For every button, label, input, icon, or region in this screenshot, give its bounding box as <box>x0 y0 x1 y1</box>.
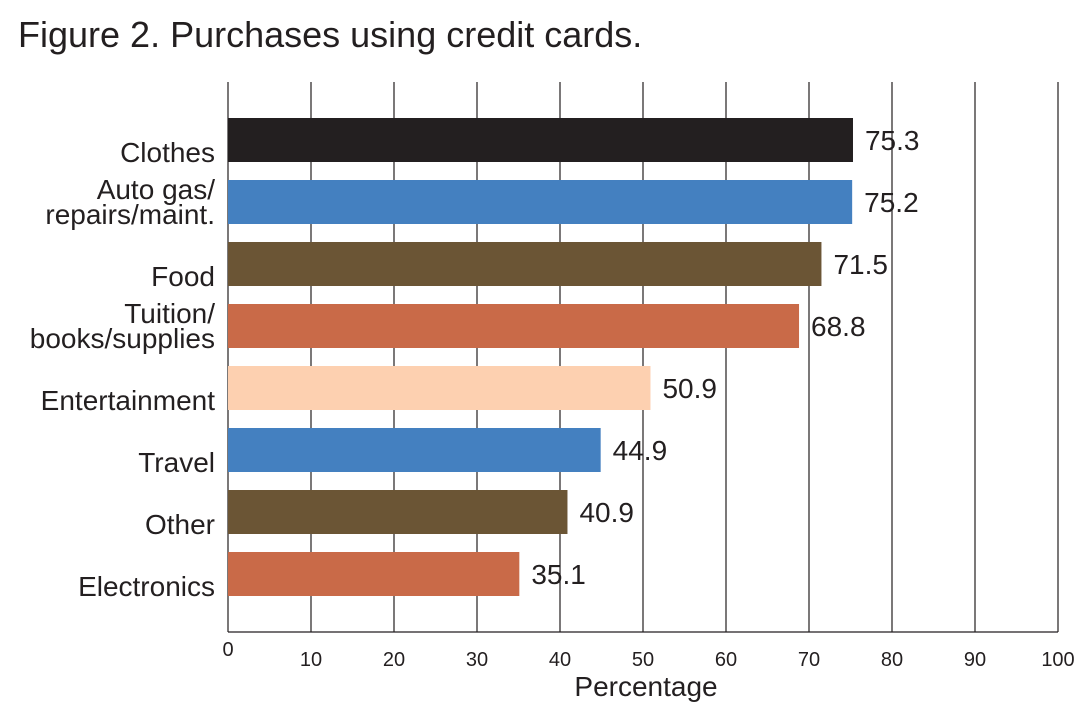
x-axis-label: Percentage <box>574 671 717 702</box>
x-tick-label: 30 <box>466 649 488 671</box>
category-label: Auto gas/repairs/maint. <box>45 174 215 230</box>
category-label: Other <box>145 509 215 540</box>
chart-title: Figure 2. Purchases using credit cards. <box>18 14 642 55</box>
category-label: Food <box>151 261 215 292</box>
x-tick-label: 40 <box>549 649 571 671</box>
bar <box>228 428 601 472</box>
x-tick-label: 50 <box>632 649 654 671</box>
category-label: Travel <box>138 447 215 478</box>
bar <box>228 490 568 534</box>
x-tick-label: 90 <box>964 649 986 671</box>
bar <box>228 304 800 348</box>
value-label: 71.5 <box>833 249 888 280</box>
x-tick-label: 100 <box>1041 649 1074 671</box>
category-label: Electronics <box>78 571 215 602</box>
x-tick-label: 0 <box>222 639 233 661</box>
value-label: 35.1 <box>531 559 586 590</box>
value-label: 50.9 <box>662 373 717 404</box>
value-label: 40.9 <box>579 497 634 528</box>
value-label: 75.3 <box>865 125 920 156</box>
x-tick-label: 80 <box>881 649 903 671</box>
value-label: 75.2 <box>864 187 919 218</box>
x-tick-label: 20 <box>383 649 405 671</box>
bar <box>228 366 651 410</box>
category-label: Entertainment <box>41 385 216 416</box>
bar <box>228 242 822 286</box>
category-label: Clothes <box>120 137 215 168</box>
category-label: Tuition/books/supplies <box>30 298 215 354</box>
value-label: 44.9 <box>613 435 668 466</box>
bar <box>228 552 520 596</box>
bar <box>228 118 853 162</box>
bar <box>228 180 853 224</box>
x-tick-label: 60 <box>715 649 737 671</box>
x-tick-label: 70 <box>798 649 820 671</box>
value-label: 68.8 <box>811 311 866 342</box>
x-tick-label: 10 <box>300 649 322 671</box>
